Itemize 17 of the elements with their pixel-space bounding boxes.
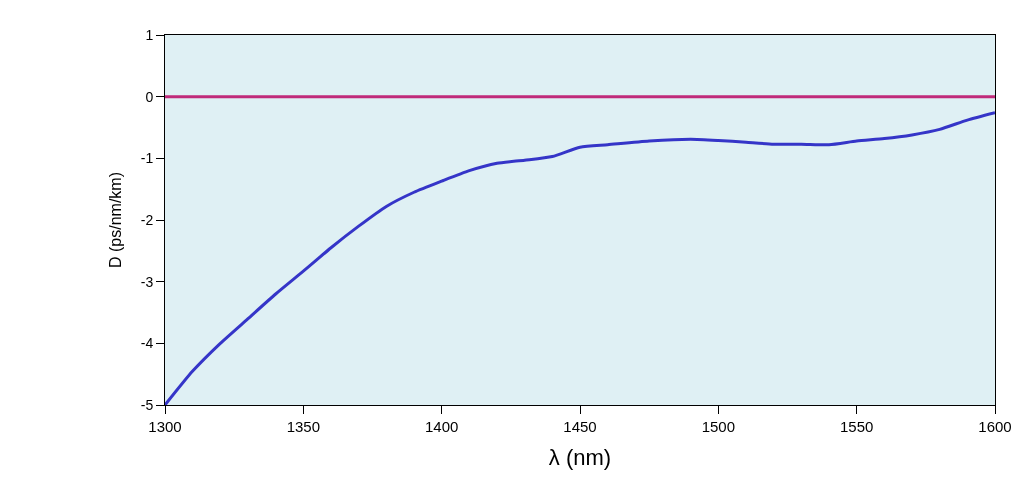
x-tick-label: 1550 [839, 418, 874, 435]
y-tick-label: -2 [140, 211, 154, 228]
x-tick-label: 1600 [978, 418, 1012, 435]
y-axis-title: D (ps/nm/km) [106, 172, 124, 268]
y-tick-label: -5 [140, 396, 154, 413]
y-tick-label: -1 [140, 150, 154, 167]
y-tick-label: 1 [145, 26, 154, 43]
x-tick-label: 1350 [286, 418, 321, 435]
y-tick-label: 0 [145, 88, 154, 105]
line-series [165, 111, 995, 405]
x-tick-label: 1300 [148, 418, 182, 435]
x-tick-label: 1450 [563, 418, 597, 435]
x-tick-label: 1400 [424, 418, 459, 435]
y-tick-label: -3 [140, 273, 154, 290]
x-axis-title: λ (nm) [548, 444, 612, 470]
y-tick-label: -4 [140, 335, 154, 352]
x-tick-label: 1500 [701, 418, 736, 435]
